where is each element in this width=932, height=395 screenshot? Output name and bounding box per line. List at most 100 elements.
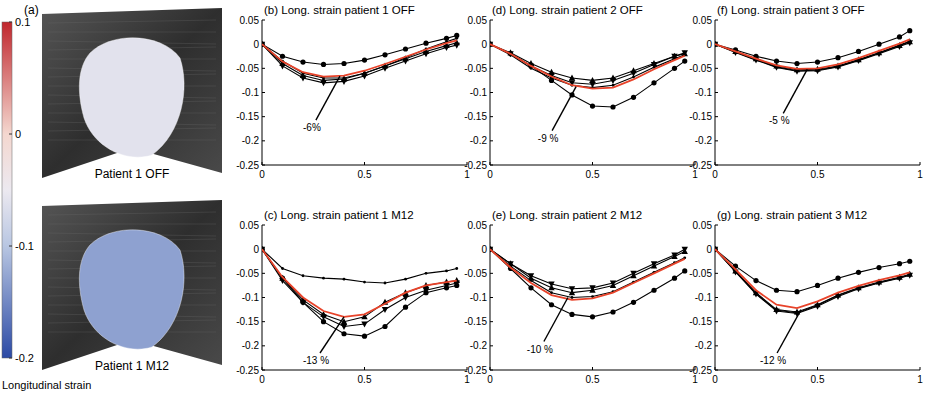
x-tick: [920, 367, 921, 370]
y-tick: [262, 92, 265, 93]
x-tick-label: 0.5: [586, 169, 600, 180]
x-tick: [262, 162, 263, 165]
marker: [775, 309, 778, 312]
series-line: [715, 41, 910, 70]
panel: (f) Long. strain patient 3 OFF0.050-0.05…: [689, 4, 923, 180]
echo-texture: [48, 224, 216, 225]
marker: [321, 62, 326, 67]
x-tick: [592, 162, 593, 165]
series-line: [262, 35, 457, 64]
y-tick: [262, 20, 265, 21]
series-line: [715, 249, 910, 313]
y-tick-label: -0.15: [236, 316, 259, 327]
marker: [815, 59, 820, 64]
annotation: -12 %: [760, 355, 786, 366]
y-tick: [262, 225, 265, 226]
panel-title: (c) Long. strain patient 1 M12: [264, 209, 414, 221]
marker: [528, 285, 533, 290]
marker: [876, 265, 881, 270]
colorbar-tick: [9, 246, 12, 247]
y-tick: [262, 321, 265, 322]
x-tick-label: 1: [692, 169, 698, 180]
y-tick-label: -0.1: [242, 87, 260, 98]
annotation: -13 %: [303, 355, 329, 366]
y-tick-label: -0.05: [236, 268, 259, 279]
y-tick: [490, 321, 493, 322]
series-line: [715, 249, 910, 292]
marker: [755, 292, 758, 295]
series-line: [490, 249, 685, 289]
marker: [876, 42, 881, 47]
marker: [548, 281, 554, 287]
marker: [796, 69, 799, 72]
marker: [897, 261, 902, 266]
y-tick-label: 0: [253, 39, 259, 50]
annotation-leader: [544, 298, 568, 342]
y-tick-label: 0.05: [240, 220, 260, 231]
marker: [402, 59, 408, 65]
marker: [569, 75, 575, 81]
panel: (g) Long. strain patient 3 M120.050-0.05…: [689, 209, 923, 385]
series-line: [262, 249, 457, 322]
x-tick: [592, 367, 593, 370]
marker: [455, 37, 458, 40]
y-tick-label: -0.2: [695, 135, 713, 146]
series-line: [262, 44, 457, 83]
series-line: [262, 249, 457, 283]
marker: [630, 271, 636, 277]
panel-title: (e) Long. strain patient 2 M12: [492, 209, 642, 221]
marker: [455, 267, 458, 270]
marker: [651, 261, 657, 267]
marker: [403, 46, 408, 51]
y-tick: [262, 140, 265, 141]
echo-texture: [48, 32, 216, 33]
y-tick-label: 0: [706, 244, 712, 255]
x-tick: [715, 162, 716, 165]
y-tick-label: -0.05: [689, 268, 712, 279]
marker: [445, 270, 448, 273]
marker: [651, 80, 656, 85]
marker: [322, 277, 325, 280]
marker: [382, 52, 387, 57]
marker: [361, 322, 367, 328]
marker: [610, 309, 615, 314]
annotation-background: [525, 343, 555, 356]
y-tick: [715, 20, 718, 21]
marker: [569, 312, 574, 317]
colorbar-tick: [9, 22, 12, 23]
marker: [907, 28, 912, 33]
annotation: -5 %: [769, 115, 790, 126]
marker: [610, 78, 616, 84]
annotation-background: [301, 121, 323, 134]
marker: [443, 45, 449, 51]
x-tick-label: 0.5: [358, 169, 372, 180]
marker: [651, 62, 657, 68]
marker: [898, 276, 901, 279]
marker: [856, 270, 861, 275]
plot-area: [715, 246, 913, 317]
panel-title: (g) Long. strain patient 3 M12: [717, 209, 867, 221]
y-tick-label: -0.2: [470, 340, 488, 351]
x-tick: [715, 367, 716, 370]
y-tick: [715, 140, 718, 141]
x-tick: [490, 162, 491, 165]
y-tick: [490, 140, 493, 141]
marker: [612, 84, 615, 87]
image-label: Patient 1 M12: [95, 359, 169, 373]
series-line: [490, 44, 685, 107]
marker: [425, 272, 428, 275]
marker: [300, 76, 306, 82]
y-tick: [715, 225, 718, 226]
plot-area: [262, 246, 460, 339]
echo-texture: [48, 212, 216, 215]
marker: [672, 276, 677, 281]
marker: [651, 288, 656, 293]
plot-area: [490, 246, 688, 320]
y-tick-label: -0.25: [689, 365, 712, 376]
colorbar-tick-label: 0: [15, 128, 21, 140]
marker: [907, 259, 912, 264]
marker: [302, 274, 305, 277]
marker: [454, 43, 460, 49]
annotation-background: [758, 354, 788, 367]
marker: [300, 59, 305, 64]
